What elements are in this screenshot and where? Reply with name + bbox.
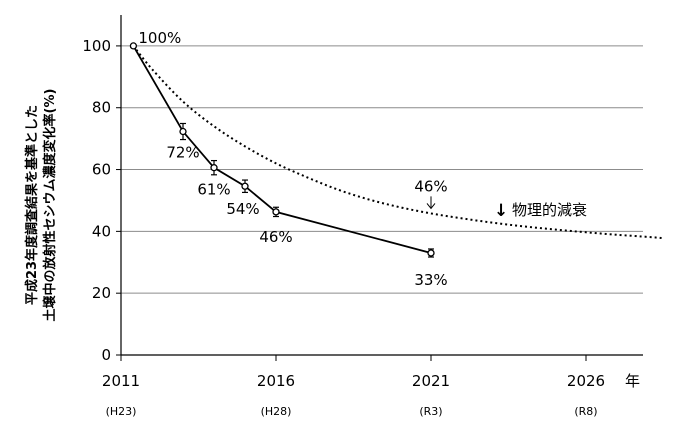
measured-series [129, 42, 435, 258]
data-label-5: 33% [414, 271, 447, 289]
legend-label: 物理的減衰 [512, 201, 587, 219]
y-tick-labels: 0 20 40 60 80 100 [82, 37, 111, 364]
decay-label-2021: 46% [414, 177, 447, 195]
x-tick-label-2021: 2021 [412, 372, 450, 390]
x-tick-era-2026: (R8) [574, 405, 597, 418]
measured-line [132, 45, 432, 254]
data-label-2: 61% [197, 181, 230, 199]
y-tick-label-20: 20 [92, 284, 111, 302]
data-labels: 100%72%61%54%46%33%46% [138, 29, 447, 289]
legend-arrow-icon: ↓ [494, 201, 508, 221]
data-label-0: 100% [138, 29, 181, 47]
x-tick-label-2026: 2026 [567, 372, 605, 390]
y-axis-label: 平成23年度調査結果を基準とした 土壌中の放射性セシウム濃度変化率(%) [24, 89, 58, 322]
axes [116, 15, 643, 361]
x-tick-label-2011: 2011 [102, 372, 140, 390]
grid-lines [121, 45, 643, 294]
measured-point-3 [241, 182, 249, 190]
measured-point-1 [179, 127, 187, 136]
x-tick-era-2021: (R3) [419, 405, 442, 418]
physical-decay-series [132, 45, 664, 240]
x-tick-era-2011: (H23) [106, 405, 137, 418]
data-label-4: 46% [259, 228, 292, 246]
y-tick-label-80: 80 [92, 99, 111, 117]
measured-point-4 [272, 208, 280, 216]
measured-point-5 [427, 249, 435, 257]
x-axis-label: 年 [625, 372, 640, 390]
x-tick-era-2016: (H28) [261, 405, 292, 418]
y-axis-label-line-1: 平成23年度調査結果を基準とした [24, 105, 40, 305]
x-tick-labels: 2011 (H23) 2016 (H28) 2021 (R3) 2026 (R8) [102, 372, 605, 418]
y-tick-label-100: 100 [82, 37, 111, 55]
measured-point-0 [129, 42, 138, 50]
legend: ↓ 物理的減衰 [494, 201, 587, 221]
y-tick-label-40: 40 [92, 222, 111, 240]
y-axis-label-line-2: 土壌中の放射性セシウム濃度変化率(%) [42, 89, 58, 322]
y-tick-label-0: 0 [101, 346, 111, 364]
measured-point-2 [210, 164, 218, 172]
data-label-1: 72% [166, 144, 199, 162]
x-tick-label-2016: 2016 [257, 372, 295, 390]
data-label-3: 54% [226, 200, 259, 218]
y-tick-label-60: 60 [92, 161, 111, 179]
decay-arrow-head [426, 203, 436, 210]
decay-line [132, 45, 664, 240]
